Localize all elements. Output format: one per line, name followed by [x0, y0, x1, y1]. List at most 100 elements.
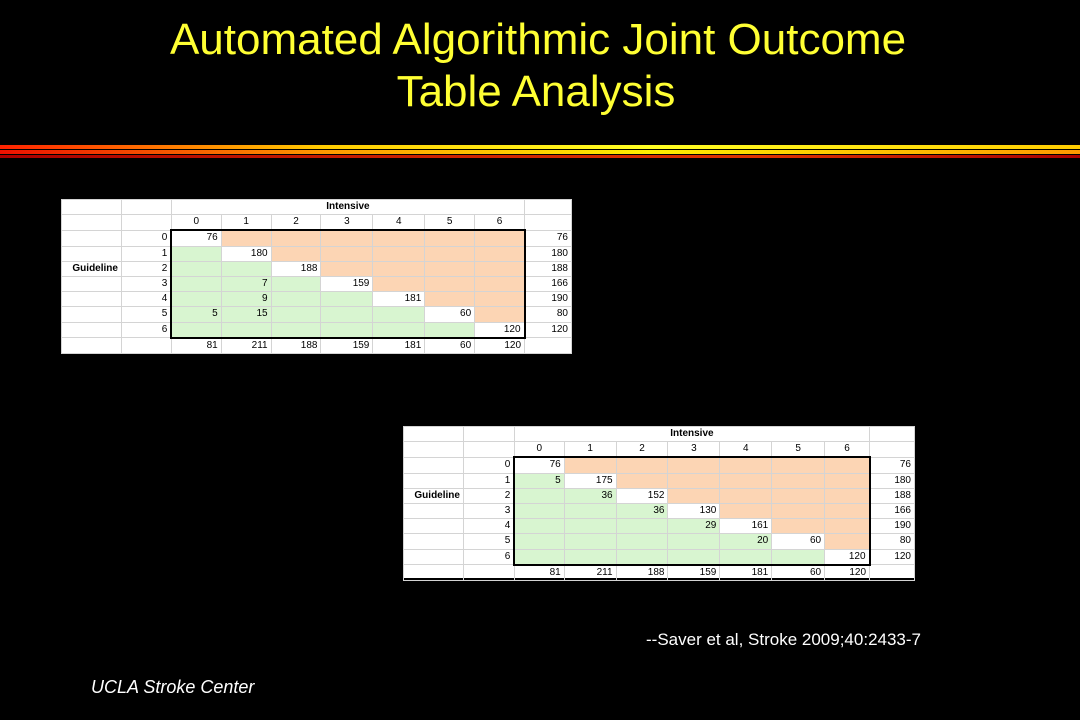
row-header: 4 [120, 291, 172, 308]
matrix-cell [615, 472, 669, 489]
matrix-cell [824, 533, 871, 550]
row-total: 120 [869, 548, 915, 566]
matrix-cell [771, 548, 826, 566]
matrix-cell: 152 [615, 487, 669, 504]
joint-outcome-table-top: Intensive 0 1 2 3 4 5 6 0 76 76 1 180 180 Guideline 2 18… [61, 198, 572, 354]
column-header: 2 [270, 214, 322, 231]
row-total: 76 [869, 456, 915, 474]
matrix-cell: 76 [170, 229, 222, 247]
matrix-cell [667, 533, 721, 550]
row-header: 5 [462, 533, 515, 550]
matrix-cell [170, 260, 222, 277]
matrix-cell [424, 291, 476, 308]
matrix-cell [424, 229, 476, 247]
matrix-cell [771, 487, 826, 504]
joint-outcome-table-bottom: Intensive 0 1 2 3 4 5 6 0 76 76 1 5 175 180 Guideline 2 3… [403, 425, 915, 581]
blank-cell [462, 564, 515, 581]
blank-cell [120, 214, 172, 231]
column-header: 3 [667, 441, 721, 458]
matrix-cell [474, 291, 526, 308]
column-total: 60 [771, 564, 826, 581]
column-total: 211 [220, 337, 272, 354]
matrix-cell [615, 518, 669, 535]
column-total: 81 [513, 564, 565, 581]
blank-cell [403, 441, 464, 458]
matrix-cell [270, 229, 322, 247]
matrix-cell [824, 502, 871, 520]
column-total: 181 [372, 337, 426, 354]
matrix-cell [372, 321, 426, 339]
column-total: 120 [474, 337, 526, 354]
matrix-cell [667, 548, 721, 566]
matrix-cell [667, 487, 721, 504]
matrix-cell [424, 321, 476, 339]
matrix-cell [372, 260, 426, 277]
row-total: 190 [524, 291, 572, 308]
title-divider-stripe [0, 150, 1080, 154]
blank-cell [403, 502, 464, 520]
blank-cell [524, 198, 572, 216]
matrix-cell [372, 275, 426, 293]
blank-cell [403, 518, 464, 535]
matrix-cell [170, 275, 222, 293]
column-total: 188 [270, 337, 322, 354]
matrix-cell: 7 [220, 275, 272, 293]
outcome-matrix: Intensive 0 1 2 3 4 5 6 0 76 76 1 5 175 180 Guideline 2 3… [403, 425, 915, 581]
matrix-cell [270, 321, 322, 339]
column-header: 2 [615, 441, 669, 458]
matrix-cell: 36 [563, 487, 617, 504]
blank-cell [403, 533, 464, 550]
blank-cell [403, 456, 464, 474]
row-total: 166 [869, 502, 915, 520]
blank-cell [524, 337, 572, 354]
row-header: 0 [120, 229, 172, 247]
row-total: 80 [869, 533, 915, 550]
matrix-cell: 36 [615, 502, 669, 520]
outcome-matrix: Intensive 0 1 2 3 4 5 6 0 76 76 1 180 180 Guideline 2 18… [61, 198, 572, 354]
blank-cell [462, 425, 515, 443]
matrix-cell [474, 245, 526, 262]
matrix-cell [563, 533, 617, 550]
matrix-cell: 76 [513, 456, 565, 474]
column-header: 3 [320, 214, 374, 231]
matrix-cell [220, 229, 272, 247]
matrix-cell: 159 [320, 275, 374, 293]
matrix-cell [615, 533, 669, 550]
column-header: 5 [424, 214, 476, 231]
column-header: 4 [719, 441, 773, 458]
matrix-cell [320, 245, 374, 262]
blank-cell [61, 275, 122, 293]
matrix-cell: 161 [719, 518, 773, 535]
matrix-cell [771, 518, 826, 535]
matrix-cell [320, 306, 374, 323]
row-header: 6 [120, 321, 172, 339]
row-total: 180 [524, 245, 572, 262]
title-divider-stripe [0, 145, 1080, 149]
row-total: 188 [524, 260, 572, 277]
matrix-cell [220, 260, 272, 277]
matrix-cell [270, 245, 322, 262]
row-header: 4 [462, 518, 515, 535]
matrix-cell [320, 260, 374, 277]
matrix-cell [474, 229, 526, 247]
row-total: 190 [869, 518, 915, 535]
matrix-cell: 180 [220, 245, 272, 262]
row-group-label: Guideline [61, 260, 122, 277]
column-total: 81 [170, 337, 222, 354]
matrix-cell [474, 260, 526, 277]
matrix-cell [719, 472, 773, 489]
matrix-cell [824, 518, 871, 535]
title-divider-stripe [0, 155, 1080, 158]
blank-cell [61, 229, 122, 247]
matrix-cell [719, 502, 773, 520]
blank-cell [403, 472, 464, 489]
blank-cell [869, 441, 915, 458]
matrix-cell [667, 472, 721, 489]
row-header: 2 [120, 260, 172, 277]
row-total: 166 [524, 275, 572, 293]
matrix-cell: 130 [667, 502, 721, 520]
blank-cell [61, 291, 122, 308]
matrix-cell [170, 291, 222, 308]
matrix-cell [513, 533, 565, 550]
matrix-cell [719, 456, 773, 474]
